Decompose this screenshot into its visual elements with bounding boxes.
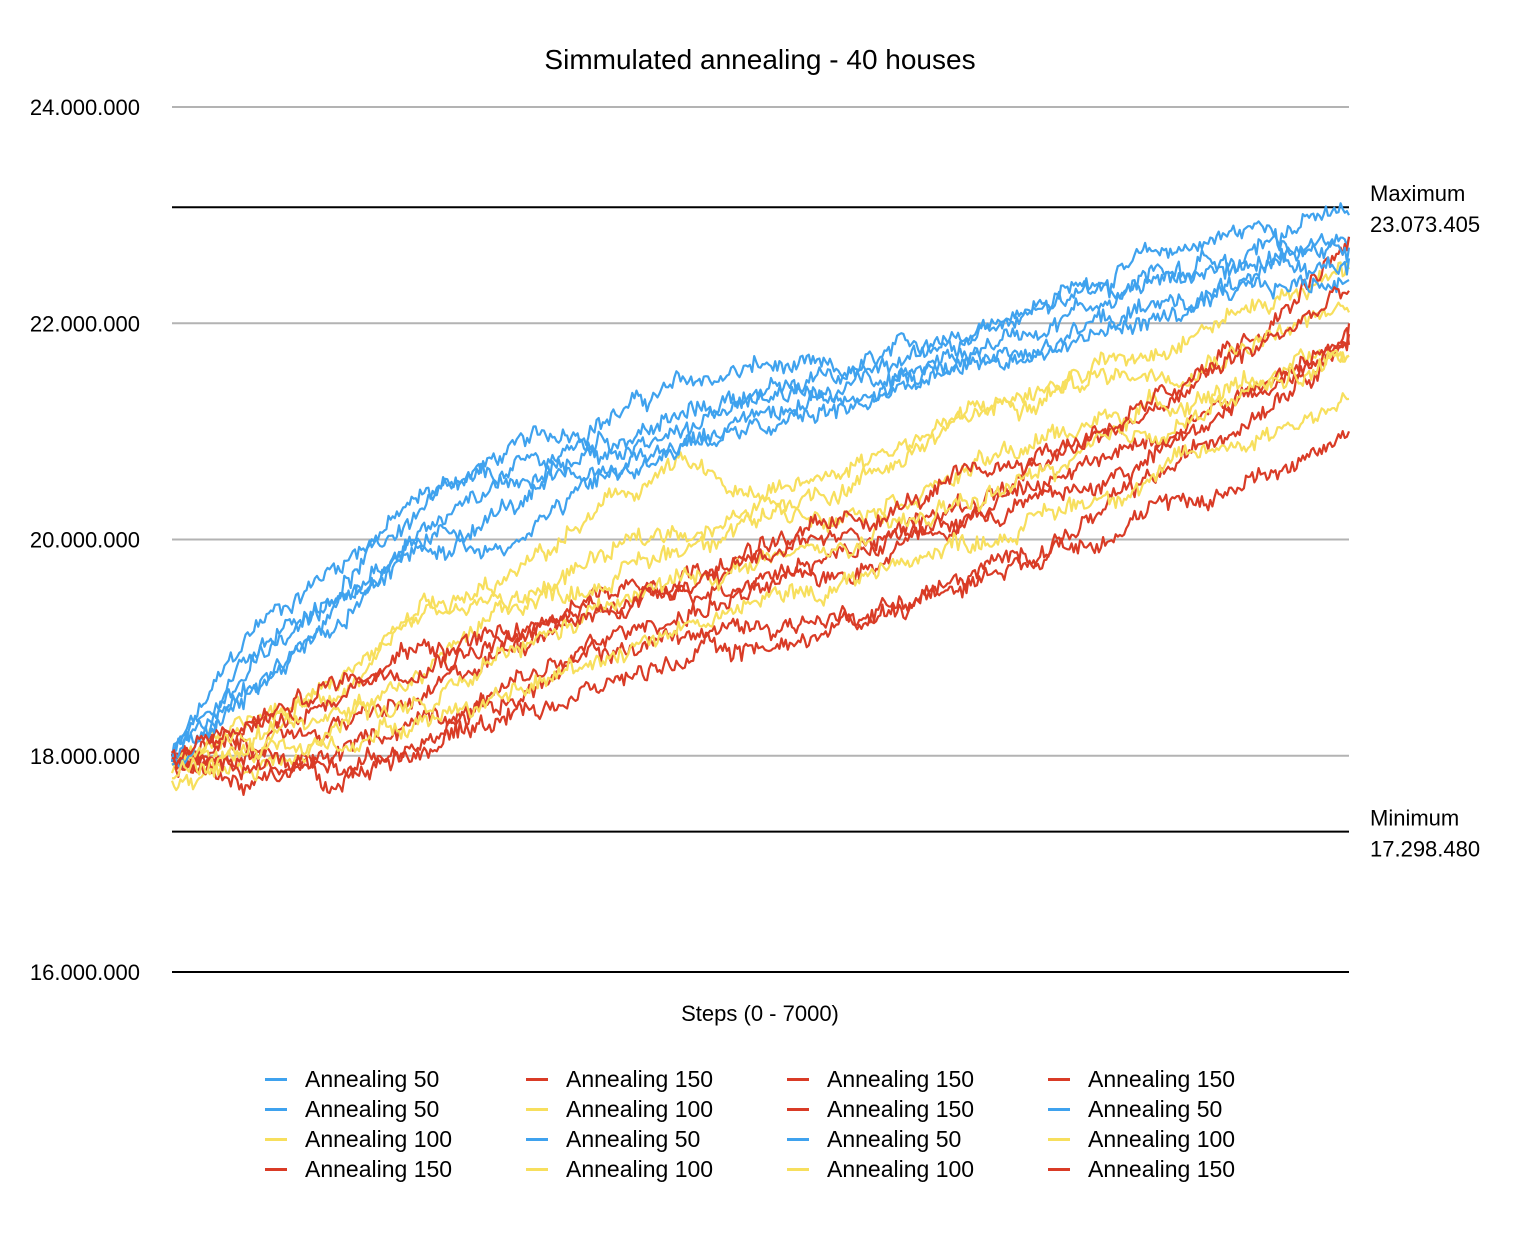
legend-entry: Annealing 100 (265, 1124, 452, 1154)
legend-label: Annealing 100 (305, 1125, 453, 1152)
series-line-7 (171, 272, 1350, 757)
legend-label: Annealing 150 (1088, 1155, 1236, 1182)
legend-swatch (787, 1077, 809, 1081)
y-tick-label: 18.000.000 (30, 744, 140, 769)
chart-title: Simmulated annealing - 40 houses (544, 44, 976, 75)
legend-swatch (265, 1077, 287, 1081)
x-axis-label: Steps (0 - 7000) (681, 1001, 839, 1026)
legend-swatch (787, 1107, 809, 1111)
legend-entry: Annealing 100 (526, 1154, 713, 1184)
legend-label: Annealing 100 (566, 1095, 714, 1122)
series-line-9 (170, 327, 1351, 795)
legend-entry: Annealing 150 (787, 1064, 974, 1094)
legend-swatch (787, 1137, 809, 1141)
y-tick-labels: 16.000.000 18.000.000 20.000.000 22.000.000… (30, 95, 140, 985)
series-line-1 (170, 202, 1350, 757)
legend-label: Annealing 50 (566, 1125, 701, 1152)
legend-swatch (265, 1107, 287, 1111)
legend-swatch (526, 1077, 548, 1081)
minimum-label: Minimum (1370, 806, 1459, 831)
legend-entry: Annealing 150 (1048, 1064, 1235, 1094)
series-line-8 (170, 348, 1350, 792)
legend-swatch (787, 1167, 809, 1171)
legend-label: Annealing 150 (827, 1095, 975, 1122)
legend-label: Annealing 100 (566, 1155, 714, 1182)
series-line-14 (171, 252, 1351, 770)
legend-entry: Annealing 50 (787, 1124, 961, 1154)
series-line-11 (170, 228, 1351, 762)
series-line-12 (171, 349, 1350, 767)
legend-entry: Annealing 50 (1048, 1094, 1222, 1124)
legend-entry: Annealing 150 (1048, 1154, 1235, 1184)
legend-label: Annealing 150 (566, 1065, 714, 1092)
legend-entry: Annealing 100 (1048, 1124, 1235, 1154)
series-line-10 (170, 323, 1351, 762)
legend-swatch (526, 1107, 548, 1111)
legend-entry: Annealing 100 (526, 1094, 713, 1124)
series-line-15 (171, 392, 1350, 780)
legend-label: Annealing 150 (827, 1065, 975, 1092)
legend-entry: Annealing 50 (265, 1064, 439, 1094)
legend-label: Annealing 50 (305, 1095, 440, 1122)
legend-swatch (526, 1167, 548, 1171)
minimum-value: 17.298.480 (1370, 837, 1480, 862)
legend-entry: Annealing 150 (265, 1154, 452, 1184)
series-line-6 (171, 301, 1350, 771)
reference-lines (172, 206, 1349, 833)
y-tick-label: 20.000.000 (30, 528, 140, 553)
legend-entry: Annealing 50 (526, 1124, 700, 1154)
y-tick-label: 22.000.000 (30, 311, 140, 336)
maximum-value: 23.073.405 (1370, 212, 1480, 237)
legend-label: Annealing 50 (305, 1065, 440, 1092)
legend-swatch (265, 1137, 287, 1141)
legend-label: Annealing 100 (1088, 1125, 1236, 1152)
legend-entry: Annealing 150 (526, 1064, 713, 1094)
legend-label: Annealing 100 (827, 1155, 975, 1182)
reference-labels: Maximum 23.073.405 Minimum 17.298.480 (1370, 181, 1480, 861)
legend-label: Annealing 150 (305, 1155, 453, 1182)
y-tick-label: 16.000.000 (30, 960, 140, 985)
series-line-13 (171, 430, 1351, 781)
legend-swatch (1048, 1167, 1070, 1171)
y-tick-label: 24.000.000 (30, 95, 140, 120)
series-line-16 (171, 286, 1350, 767)
legend-label: Annealing 50 (1088, 1095, 1223, 1122)
series-line-4 (171, 236, 1351, 778)
maximum-label: Maximum (1370, 181, 1465, 206)
legend-swatch (526, 1137, 548, 1141)
legend-swatch (1048, 1137, 1070, 1141)
legend-label: Annealing 50 (827, 1125, 962, 1152)
legend-swatch (1048, 1077, 1070, 1081)
legend-swatch (265, 1167, 287, 1171)
series-lines (170, 202, 1351, 796)
legend-swatch (1048, 1107, 1070, 1111)
legend-entry: Annealing 50 (265, 1094, 439, 1124)
series-line-2 (170, 233, 1351, 763)
legend-label: Annealing 150 (1088, 1065, 1236, 1092)
legend-entry: Annealing 100 (787, 1154, 974, 1184)
legend-entry: Annealing 150 (787, 1094, 974, 1124)
